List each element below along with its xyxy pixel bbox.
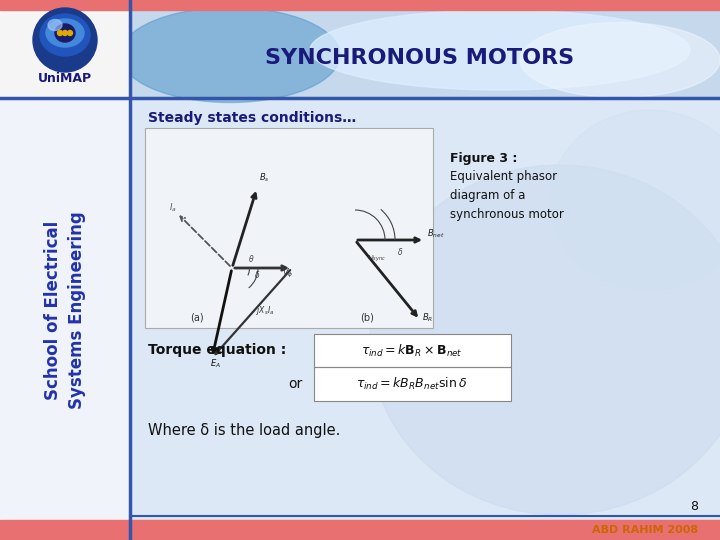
- Ellipse shape: [120, 8, 340, 103]
- Bar: [130, 10, 720, 98]
- Ellipse shape: [48, 19, 62, 30]
- Text: $jX_sI_a$: $jX_sI_a$: [256, 304, 274, 317]
- Text: 8: 8: [690, 501, 698, 514]
- Text: $B_R$: $B_R$: [422, 311, 433, 323]
- Text: $V_\phi$: $V_\phi$: [282, 267, 294, 280]
- Ellipse shape: [40, 14, 90, 56]
- Ellipse shape: [310, 10, 690, 90]
- Text: (a): (a): [190, 312, 204, 322]
- Bar: [0, 98, 130, 540]
- FancyBboxPatch shape: [314, 367, 511, 401]
- Text: Steady states conditions…: Steady states conditions…: [148, 111, 356, 125]
- Text: $B_{net}$: $B_{net}$: [427, 228, 444, 240]
- Text: $B_s$: $B_s$: [259, 172, 270, 185]
- Text: $\delta$: $\delta$: [397, 246, 403, 257]
- Text: School of Electrical
Systems Engineering: School of Electrical Systems Engineering: [44, 211, 86, 409]
- Ellipse shape: [46, 19, 84, 47]
- Ellipse shape: [550, 110, 720, 290]
- Text: $\theta$: $\theta$: [248, 253, 254, 264]
- FancyBboxPatch shape: [314, 334, 511, 368]
- Ellipse shape: [370, 165, 720, 515]
- Text: Figure 3 :: Figure 3 :: [450, 152, 518, 165]
- Ellipse shape: [55, 24, 75, 42]
- Text: $\delta$: $\delta$: [254, 269, 261, 280]
- Circle shape: [33, 8, 97, 72]
- Text: $\omega_{sync}$: $\omega_{sync}$: [367, 254, 386, 264]
- Circle shape: [58, 30, 63, 36]
- Ellipse shape: [520, 23, 720, 98]
- Text: $\tau_{ind} = k\mathbf{B}_R \times \mathbf{B}_{net}$: $\tau_{ind} = k\mathbf{B}_R \times \math…: [361, 343, 463, 359]
- Text: Torque equation :: Torque equation :: [148, 343, 287, 357]
- Bar: [0, 0, 720, 10]
- Circle shape: [68, 30, 73, 36]
- FancyBboxPatch shape: [145, 128, 433, 328]
- Text: Where δ is the load angle.: Where δ is the load angle.: [148, 422, 341, 437]
- Text: Equivalent phasor
diagram of a
synchronous motor: Equivalent phasor diagram of a synchrono…: [450, 170, 564, 221]
- Bar: [0, 0, 130, 98]
- Text: ABD RAHIM 2008: ABD RAHIM 2008: [592, 525, 698, 535]
- Bar: [0, 520, 720, 540]
- Text: SYNCHRONOUS MOTORS: SYNCHRONOUS MOTORS: [266, 48, 575, 68]
- Text: $E_A$: $E_A$: [210, 357, 221, 369]
- Text: $I_a$: $I_a$: [169, 201, 176, 213]
- Text: (b): (b): [360, 312, 374, 322]
- Text: or: or: [288, 377, 302, 391]
- Text: UniMAP: UniMAP: [38, 71, 92, 84]
- Circle shape: [63, 30, 68, 36]
- Text: $\tau_{ind} = kB_RB_{net} \sin\delta$: $\tau_{ind} = kB_RB_{net} \sin\delta$: [356, 376, 467, 392]
